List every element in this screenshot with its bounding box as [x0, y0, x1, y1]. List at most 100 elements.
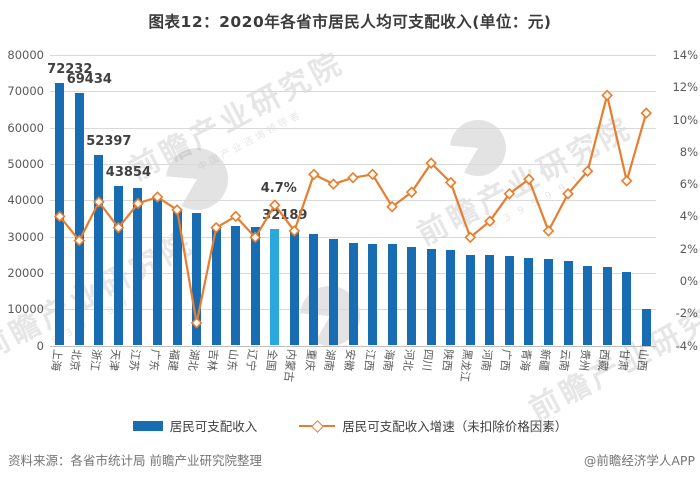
- gridline: [50, 91, 656, 93]
- bar-swatch-icon: [132, 420, 163, 431]
- y-axis-tick-left: 40000: [7, 193, 44, 208]
- legend-item-growth: 居民可支配收入增速（未扣除价格因素）: [299, 416, 567, 435]
- line-marker: [542, 225, 555, 237]
- y-axis-tick-right: 6%: [679, 177, 698, 192]
- y-axis-tick-right: -4%: [675, 338, 698, 353]
- gridline: [50, 55, 656, 56]
- line-marker: [425, 157, 437, 169]
- y-axis-tick-left: 0: [36, 338, 44, 353]
- legend-label: 居民可支配收入: [169, 419, 258, 434]
- x-axis-line: [50, 345, 656, 347]
- y-axis-tick-right: 8%: [679, 144, 698, 159]
- line-marker: [464, 231, 477, 244]
- bar-data-label: 69434: [66, 72, 112, 88]
- credit-note: @前瞻经济学人APP: [583, 453, 695, 468]
- y-axis-tick-left: 30000: [7, 229, 44, 244]
- bar: [426, 249, 436, 346]
- line-marker: [229, 210, 242, 223]
- line-marker: [112, 221, 125, 234]
- bar-data-label: 72232: [47, 62, 93, 78]
- line-marker: [190, 317, 203, 329]
- legend-item-income: 居民可支配收入: [132, 416, 258, 435]
- gridline: [50, 200, 656, 202]
- bar: [368, 243, 378, 346]
- bar: [543, 258, 553, 346]
- line-marker: [601, 89, 613, 102]
- line-swatch-icon: [299, 419, 336, 433]
- bar: [387, 244, 397, 346]
- line-marker: [151, 191, 164, 203]
- y-axis-tick-right: 10%: [672, 112, 698, 127]
- line-marker: [93, 196, 105, 208]
- bar: [192, 212, 202, 346]
- y-axis-tick-left: 10000: [7, 302, 44, 317]
- line-marker: [288, 225, 301, 237]
- bar: [270, 228, 280, 346]
- legend: 居民可支配收入 居民可支配收入增速（未扣除价格因素）: [0, 416, 700, 435]
- bar-data-label: 52397: [86, 134, 132, 150]
- growth-line: [58, 94, 648, 324]
- bar: [524, 258, 534, 346]
- bar: [641, 309, 651, 346]
- bar: [407, 246, 417, 346]
- line-marker: [249, 231, 262, 244]
- line-marker: [562, 187, 574, 200]
- bar: [446, 250, 456, 346]
- bar: [250, 226, 260, 346]
- bar: [133, 187, 143, 346]
- bar: [583, 266, 593, 346]
- bar: [94, 155, 104, 346]
- bar: [309, 233, 319, 346]
- line-marker: [132, 197, 144, 210]
- bar: [602, 266, 612, 346]
- line-marker: [620, 175, 633, 187]
- chart-title: 图表12：2020年各省市居民人均可支配收入(单位：元): [148, 13, 552, 31]
- y-axis-tick-right: 12%: [672, 80, 698, 95]
- y-axis-tick-left: 80000: [7, 48, 44, 62]
- bar: [465, 255, 475, 346]
- bar: [74, 93, 84, 346]
- line-marker: [171, 204, 183, 216]
- bar: [348, 243, 358, 346]
- bar: [231, 226, 241, 346]
- y-axis-tick-right: 0%: [679, 273, 698, 288]
- bar: [172, 210, 182, 346]
- line-marker: [523, 173, 535, 186]
- y-axis-tick-right: 14%: [672, 48, 698, 62]
- bar-data-label: 43854: [105, 165, 152, 181]
- y-axis-tick-left: 20000: [7, 265, 44, 280]
- line-marker: [327, 178, 340, 190]
- bar: [504, 256, 514, 346]
- gridline: [50, 127, 656, 129]
- line-marker: [269, 199, 281, 211]
- bar: [153, 196, 163, 346]
- line-marker: [484, 215, 496, 228]
- bar: [113, 186, 123, 346]
- line-marker: [405, 186, 418, 198]
- y-axis-tick-left: 60000: [7, 120, 44, 135]
- line-marker: [444, 176, 457, 189]
- line-marker: [308, 168, 320, 181]
- line-marker: [581, 165, 594, 177]
- line-marker: [640, 107, 653, 119]
- bar: [563, 260, 573, 346]
- bar-data-label: 32189: [262, 207, 308, 223]
- line-marker: [73, 234, 86, 247]
- bar: [328, 238, 338, 346]
- line-marker: [53, 210, 66, 223]
- line-marker: [210, 221, 222, 234]
- line-data-label: 4.7%: [260, 181, 297, 197]
- y-axis-tick-right: 2%: [679, 241, 698, 256]
- line-marker: [503, 187, 516, 200]
- y-axis-tick-left: 50000: [7, 156, 44, 171]
- bar: [211, 225, 221, 346]
- line-marker: [347, 171, 359, 184]
- gridline: [50, 236, 656, 238]
- y-axis-tick-right: -2%: [675, 306, 698, 321]
- gridline: [50, 163, 656, 165]
- y-axis-tick-right: 4%: [679, 209, 698, 224]
- source-note: 资料来源：各省市统计局 前瞻产业研究院整理: [8, 453, 262, 468]
- line-marker: [386, 200, 398, 213]
